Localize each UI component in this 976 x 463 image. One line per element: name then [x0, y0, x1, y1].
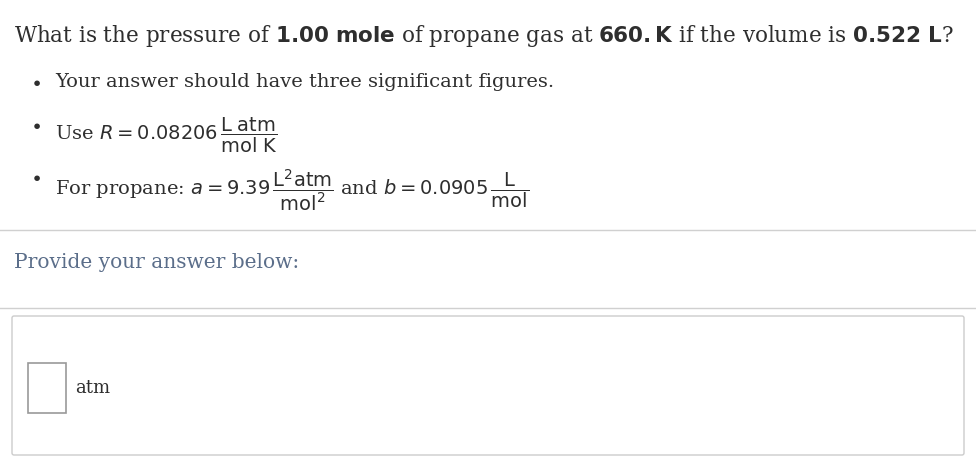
Text: Your answer should have three significant figures.: Your answer should have three significan… [55, 73, 554, 91]
Text: atm: atm [75, 379, 110, 397]
Text: $\bullet$: $\bullet$ [30, 168, 41, 186]
Text: Provide your answer below:: Provide your answer below: [14, 253, 300, 272]
FancyBboxPatch shape [28, 363, 66, 413]
FancyBboxPatch shape [12, 316, 964, 455]
Text: Use $R = 0.08206\,\dfrac{\mathrm{L\;atm}}{\mathrm{mol\;K}}$: Use $R = 0.08206\,\dfrac{\mathrm{L\;atm}… [55, 116, 277, 155]
Text: $\bullet$: $\bullet$ [30, 116, 41, 134]
Text: For propane: $a = 9.39\,\dfrac{\mathrm{L^{2}atm}}{\mathrm{mol^{2}}}$ and $b = 0.: For propane: $a = 9.39\,\dfrac{\mathrm{L… [55, 168, 529, 213]
Text: $\bullet$: $\bullet$ [30, 73, 41, 91]
Text: What is the pressure of $\mathbf{1.00}$ $\mathbf{mole}$ of propane gas at $\math: What is the pressure of $\mathbf{1.00}$ … [14, 23, 954, 49]
